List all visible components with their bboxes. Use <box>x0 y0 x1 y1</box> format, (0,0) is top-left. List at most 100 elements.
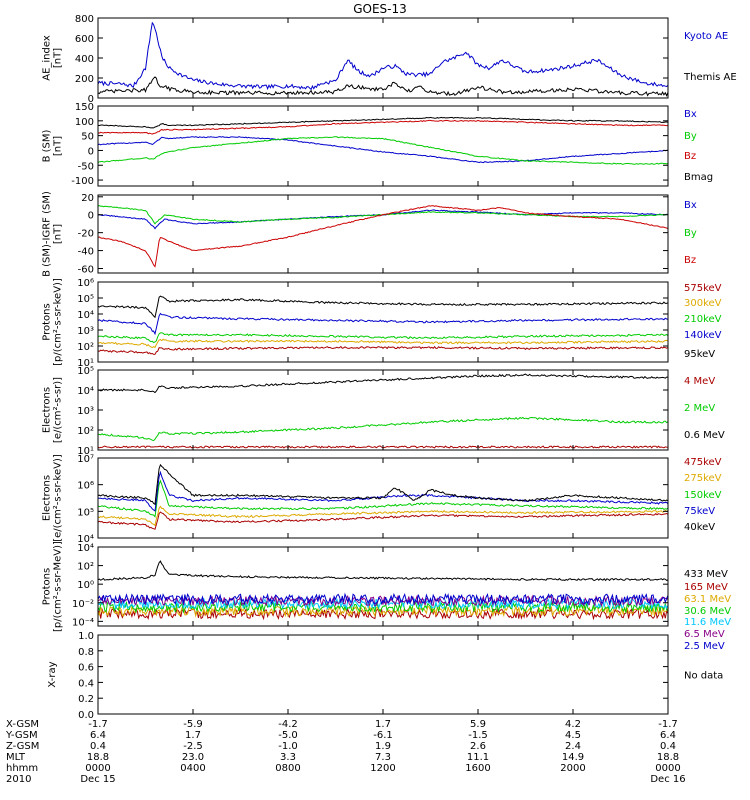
y-tick-label: 10⁵ <box>77 507 94 518</box>
footer-row-label: MLT <box>6 752 26 763</box>
legend-entry: Bx <box>684 109 697 120</box>
y-axis-label: X-ray <box>47 661 58 687</box>
y-tick-label: -100 <box>71 176 94 187</box>
footer-cell: 7.3 <box>375 752 391 763</box>
y-axis-label: Protons <box>42 303 53 340</box>
y-tick-label: 10⁰ <box>77 580 94 591</box>
legend-entry: 0.6 MeV <box>684 430 725 441</box>
footer-cell: 6.4 <box>660 730 676 741</box>
y-tick-label: 800 <box>75 14 94 25</box>
footer-cell: 14.9 <box>562 752 584 763</box>
panel-frame <box>97 105 669 187</box>
legend-entry: Bz <box>684 151 696 162</box>
footer-row-label: X-GSM <box>6 719 39 730</box>
footer-cell: -1.0 <box>278 741 298 752</box>
footer-cell: 2000 <box>560 763 585 774</box>
y-tick-label: 10⁻² <box>72 599 94 610</box>
footer-cell: 18.8 <box>657 752 679 763</box>
footer-cell: Dec 15 <box>80 774 115 785</box>
footer-cell: -1.7 <box>88 719 108 730</box>
y-axis-label: B (SM) <box>42 129 53 162</box>
y-axis-label: Protons <box>42 568 53 605</box>
y-tick-label: 10⁴ <box>77 543 94 554</box>
series-63-1-mev-line <box>98 604 668 618</box>
y-tick-label: 150 <box>75 102 94 113</box>
footer-cell: -5.0 <box>278 730 298 741</box>
y-tick-label: 0 <box>88 211 94 222</box>
footer-cell: 4.2 <box>565 719 581 730</box>
legend-entry: 150keV <box>684 490 722 501</box>
y-axis-label: [nT] <box>53 136 64 156</box>
footer-cell: 23.0 <box>182 752 204 763</box>
y-tick-label: 50 <box>81 132 94 143</box>
footer-cell: 6.4 <box>90 730 106 741</box>
y-tick-label: 10⁵ <box>77 294 94 305</box>
footer-row-label: hhmm <box>6 763 38 774</box>
footer-cell: Dec 16 <box>650 774 685 785</box>
panel-3: -60 -40 -20 0 20 B (SM)-IGRF (SM) [nT] Bx By Bz <box>42 191 697 277</box>
y-tick-label: 10⁷ <box>77 454 94 465</box>
panel-series-group <box>98 205 668 268</box>
panel-series-group <box>98 463 668 530</box>
series-by-line <box>98 136 668 165</box>
series-bx-line <box>98 209 668 230</box>
y-axis-label: [nT] <box>53 48 64 68</box>
y-tick-label: 10¹ <box>77 446 94 457</box>
y-tick-label: 10⁴ <box>77 310 94 321</box>
y-axis-label: AE_index <box>42 35 53 81</box>
legend-entry: 475keV <box>684 457 722 468</box>
y-tick-label: 10² <box>77 426 94 437</box>
y-tick-label: 10³ <box>77 326 94 337</box>
y-tick-label: 0.4 <box>78 678 94 689</box>
legend-entry: 433 MeV <box>684 569 728 580</box>
footer-cell: -5.9 <box>183 719 203 730</box>
legend-entry: Bz <box>684 255 696 266</box>
series-475kev-line <box>98 511 668 530</box>
legend-entry: 2 MeV <box>684 403 715 414</box>
legend-entry: 30.6 MeV <box>684 606 731 617</box>
panel-series-group <box>98 560 668 621</box>
y-axis-label: Electrons <box>42 475 53 521</box>
y-tick-label: -40 <box>78 247 94 258</box>
footer-row-label: 2010 <box>6 774 31 785</box>
footer-cell: -4.2 <box>278 719 298 730</box>
y-tick-label: 400 <box>75 54 94 65</box>
footer-row-label: Z-GSM <box>6 741 39 752</box>
chart-title: GOES-13 <box>353 2 407 16</box>
panel-5: 10¹ 10² 10³ 10⁴ 10⁵ Electrons [e/(cm²-s-sr)] 4 … <box>42 366 725 457</box>
footer-cell: 1200 <box>370 763 395 774</box>
y-tick-label: 10³ <box>77 406 94 417</box>
series-2-5-mev-line <box>98 592 668 606</box>
legend-entry: By <box>684 131 697 142</box>
y-tick-label: 10⁴ <box>77 386 94 397</box>
footer-cell: -2.5 <box>183 741 203 752</box>
y-tick-label: -50 <box>78 161 94 172</box>
series-140kev-line <box>98 312 668 336</box>
footer-cell: 0.4 <box>90 741 106 752</box>
footer-cell: 2.4 <box>565 741 581 752</box>
y-tick-label: 0 <box>88 146 94 157</box>
panel-frame <box>97 634 669 715</box>
y-tick-label: 20 <box>81 193 94 204</box>
series-bz-line <box>98 205 668 268</box>
footer-cell: -6.1 <box>373 730 393 741</box>
y-axis-label: [nT] <box>53 224 64 244</box>
legend-entry: 75keV <box>684 506 715 517</box>
y-tick-label: 200 <box>75 74 94 85</box>
y-tick-label: -60 <box>78 265 94 276</box>
series-433-mev-line <box>98 560 668 582</box>
legend-entry: 210keV <box>684 314 722 325</box>
footer-cell: -1.5 <box>468 730 488 741</box>
series-bmag-line <box>98 116 668 129</box>
panel-series-group <box>98 116 668 165</box>
panel-series-group <box>98 21 668 97</box>
series-75kev-line <box>98 470 668 512</box>
y-tick-label: 0.0 <box>78 710 94 721</box>
y-axis-label: [e/(cm²-s-sr-keV)] <box>53 454 64 542</box>
footer-cell: 0.4 <box>660 741 676 752</box>
y-tick-label: -20 <box>78 229 94 240</box>
series-275kev-line <box>98 505 668 527</box>
y-axis-label: B (SM)-IGRF (SM) <box>42 191 53 277</box>
footer-cell: 0000 <box>655 763 680 774</box>
